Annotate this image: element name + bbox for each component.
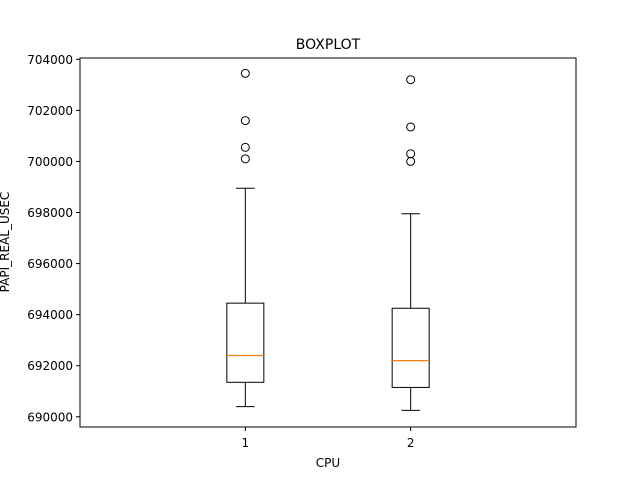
outlier-point — [240, 142, 250, 152]
outlier-point — [240, 154, 250, 164]
y-tick-label: 690000 — [27, 410, 73, 424]
x-tick-label: 1 — [242, 436, 250, 450]
outlier-point — [240, 68, 250, 78]
y-tick-label: 696000 — [27, 257, 73, 271]
y-tick-label: 702000 — [27, 104, 73, 118]
axes-frame — [79, 57, 577, 428]
y-tick-label: 694000 — [27, 308, 73, 322]
chart-title: BOXPLOT — [296, 37, 361, 53]
plot-area — [226, 68, 430, 411]
x-axis-label: CPU — [316, 456, 340, 470]
y-tick-label: 704000 — [27, 53, 73, 67]
y-tick-label: 700000 — [27, 155, 73, 169]
box — [391, 307, 430, 388]
outlier-point — [240, 116, 250, 126]
x-tick-label: 2 — [407, 436, 415, 450]
y-tick-label: 698000 — [27, 206, 73, 220]
y-tick-label: 692000 — [27, 359, 73, 373]
box — [226, 302, 265, 383]
outlier-point — [406, 122, 416, 132]
outlier-point — [406, 75, 416, 85]
outlier-point — [406, 149, 416, 159]
y-axis-label: PAPI_REAL_USEC — [0, 192, 12, 293]
